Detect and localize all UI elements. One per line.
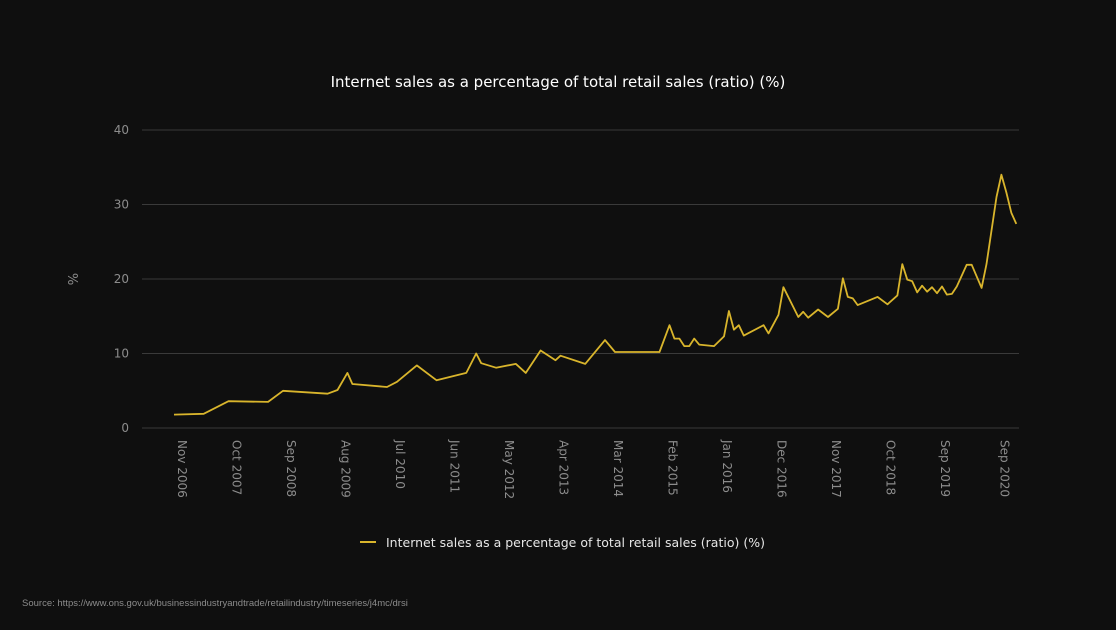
series-line-0 [173, 173, 1018, 416]
chart-title: Internet sales as a percentage of total … [331, 73, 786, 91]
legend-entry: Internet sales as a percentage of total … [386, 535, 765, 550]
x-tick-label: Jun 2011 [448, 439, 462, 493]
x-tick-label: Nov 2006 [175, 440, 189, 498]
x-tick-label: Sep 2019 [938, 440, 952, 497]
y-tick-label: 30 [114, 198, 129, 212]
y-tick-label: 20 [114, 272, 129, 286]
x-tick-label: Aug 2009 [339, 440, 353, 498]
x-tick-label: Sep 2020 [997, 440, 1011, 497]
x-axis-ticks: Nov 2006 Oct 2007 Sep 2008 Aug 2009 Jul 2010… [175, 439, 1011, 499]
x-tick-label: Jul 2010 [393, 439, 407, 489]
y-axis-label: % [67, 273, 82, 285]
line-chart: Internet sales as a percentage of total … [67, 73, 1019, 550]
gridlines [142, 129, 1019, 429]
y-tick-label: 40 [114, 123, 129, 137]
series-layer [173, 173, 1018, 416]
x-tick-label: Dec 2016 [775, 440, 789, 498]
y-axis-ticks: 0 10 20 30 40 [114, 123, 129, 435]
x-tick-label: Feb 2015 [666, 440, 680, 496]
x-tick-label: Apr 2013 [557, 440, 571, 495]
x-tick-label: Nov 2017 [829, 440, 843, 498]
y-tick-label: 0 [121, 421, 129, 435]
x-tick-label: May 2012 [502, 440, 516, 499]
y-tick-label: 10 [114, 347, 129, 361]
x-tick-label: Oct 2018 [884, 440, 898, 495]
x-tick-label: Jan 2016 [720, 439, 734, 493]
x-tick-label: Mar 2014 [611, 440, 625, 497]
x-tick-label: Oct 2007 [230, 440, 244, 495]
legend[interactable]: Internet sales as a percentage of total … [360, 535, 765, 550]
x-tick-label: Sep 2008 [284, 440, 298, 497]
source-note: Source: https://www.ons.gov.uk/businessi… [22, 598, 408, 609]
